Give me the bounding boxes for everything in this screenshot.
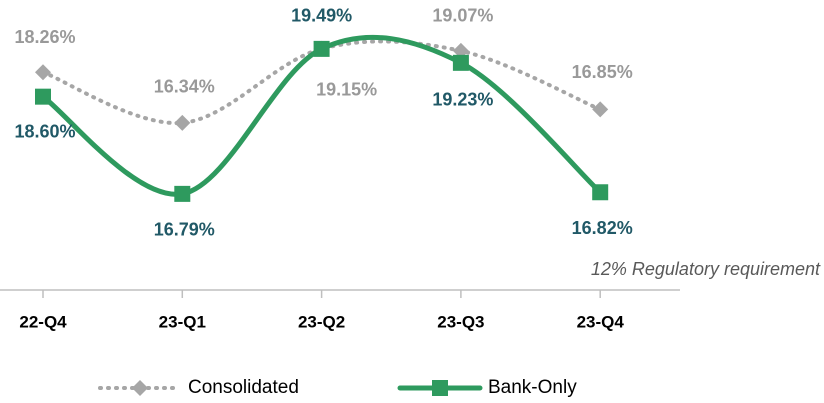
marker-square xyxy=(452,54,469,71)
data-label: 16.82% xyxy=(572,218,633,238)
marker-diamond xyxy=(174,114,191,131)
data-label: 18.26% xyxy=(14,27,75,47)
data-label: 16.34% xyxy=(154,77,215,97)
legend-marker xyxy=(432,380,448,396)
x-tick-label: 23-Q1 xyxy=(159,312,206,331)
x-tick-label: 22-Q4 xyxy=(19,312,67,331)
marker-diamond xyxy=(35,64,51,81)
marker-square xyxy=(313,40,330,57)
x-tick-label: 23-Q2 xyxy=(298,312,345,331)
annotation: 12% Regulatory requirement xyxy=(591,259,821,279)
data-label: 19.49% xyxy=(291,6,352,26)
marker-diamond xyxy=(592,101,609,118)
series-line xyxy=(40,34,603,197)
data-label: 19.23% xyxy=(432,90,493,110)
legend-marker xyxy=(132,380,148,396)
x-tick-label: 23-Q3 xyxy=(437,312,484,331)
legend-label: Consolidated xyxy=(188,377,299,398)
data-label: 16.79% xyxy=(154,220,215,240)
x-tick-label: 23-Q4 xyxy=(577,312,625,331)
data-label: 19.15% xyxy=(316,80,377,100)
marker-square xyxy=(174,185,191,202)
marker-square xyxy=(592,184,609,201)
legend-label: Bank-Only xyxy=(488,377,577,398)
data-label: 19.07% xyxy=(432,6,493,26)
marker-square xyxy=(35,88,51,105)
data-label: 16.85% xyxy=(572,62,633,82)
data-label: 18.60% xyxy=(14,121,75,141)
